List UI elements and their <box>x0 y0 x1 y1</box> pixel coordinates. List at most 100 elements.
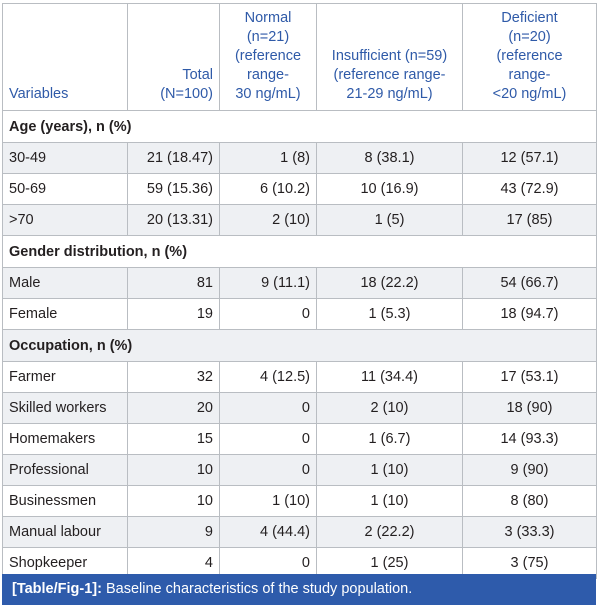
column-header-line: range- <box>247 67 289 83</box>
row-label-cell: Shopkeeper <box>2 547 128 579</box>
table-row: Male 81 9 (11.1) 18 (22.2) 54 (66.7) <box>2 267 597 299</box>
value-cell: 0 <box>219 454 317 486</box>
row-label-cell: Homemakers <box>2 423 128 455</box>
column-header-line: Variables <box>9 86 69 102</box>
value-cell: 3 (75) <box>462 547 597 579</box>
table-row: Farmer 32 4 (12.5) 11 (34.4) 17 (53.1) <box>2 361 597 393</box>
table-row: Female 19 0 1 (5.3) 18 (94.7) <box>2 298 597 330</box>
row-label-cell: Manual labour <box>2 516 128 548</box>
value-cell: 8 (80) <box>462 485 597 517</box>
value-cell: 9 (90) <box>462 454 597 486</box>
row-label-cell: Female <box>2 298 128 330</box>
value-cell: 4 <box>127 547 220 579</box>
column-header-line: <20 ng/mL) <box>492 86 567 102</box>
row-label-cell: Farmer <box>2 361 128 393</box>
value-cell: 2 (10) <box>316 392 463 424</box>
value-cell: 4 (12.5) <box>219 361 317 393</box>
row-label-cell: >70 <box>2 204 128 236</box>
value-cell: 2 (10) <box>219 204 317 236</box>
section-row: Gender distribution, n (%) <box>2 235 597 268</box>
column-header-line: Total <box>182 67 213 83</box>
value-cell: 20 <box>127 392 220 424</box>
value-cell: 19 <box>127 298 220 330</box>
value-cell: 32 <box>127 361 220 393</box>
value-cell: 11 (34.4) <box>316 361 463 393</box>
value-cell: 59 (15.36) <box>127 173 220 205</box>
value-cell: 3 (33.3) <box>462 516 597 548</box>
table-row: Shopkeeper 4 0 1 (25) 3 (75) <box>2 547 597 579</box>
section-label: Gender distribution, n (%) <box>2 235 597 268</box>
column-header-line: Deficient <box>501 10 558 26</box>
table-row: 30-49 21 (18.47) 1 (8) 8 (38.1) 12 (57.1) <box>2 142 597 174</box>
section-row: Occupation, n (%) <box>2 329 597 362</box>
column-header-line: (n=21) <box>246 29 290 45</box>
value-cell: 1 (10) <box>219 485 317 517</box>
table-header-row: Variables Total (N=100) Normal (n=21) (refe… <box>2 3 597 111</box>
column-header: Insufficient (n=59) (reference range- 21-2… <box>316 3 463 111</box>
value-cell: 18 (94.7) <box>462 298 597 330</box>
value-cell: 1 (8) <box>219 142 317 174</box>
row-label-cell: Skilled workers <box>2 392 128 424</box>
value-cell: 9 (11.1) <box>219 267 317 299</box>
value-cell: 0 <box>219 423 317 455</box>
value-cell: 1 (10) <box>316 485 463 517</box>
value-cell: 17 (53.1) <box>462 361 597 393</box>
value-cell: 0 <box>219 392 317 424</box>
column-header-line: 30 ng/mL) <box>235 86 301 102</box>
value-cell: 54 (66.7) <box>462 267 597 299</box>
value-cell: 4 (44.4) <box>219 516 317 548</box>
value-cell: 14 (93.3) <box>462 423 597 455</box>
value-cell: 2 (22.2) <box>316 516 463 548</box>
value-cell: 10 <box>127 454 220 486</box>
column-header-line: Insufficient (n=59) <box>331 48 448 64</box>
value-cell: 9 <box>127 516 220 548</box>
value-cell: 20 (13.31) <box>127 204 220 236</box>
value-cell: 1 (5) <box>316 204 463 236</box>
value-cell: 15 <box>127 423 220 455</box>
table-row: 50-69 59 (15.36) 6 (10.2) 10 (16.9) 43 (72.9… <box>2 173 597 205</box>
section-label: Occupation, n (%) <box>2 329 597 362</box>
value-cell: 8 (38.1) <box>316 142 463 174</box>
value-cell: 12 (57.1) <box>462 142 597 174</box>
value-cell: 18 (22.2) <box>316 267 463 299</box>
section-label: Age (years), n (%) <box>2 110 597 143</box>
table-body: Age (years), n (%) 30-49 21 (18.47) 1 (8) 8 … <box>2 110 597 579</box>
value-cell: 10 (16.9) <box>316 173 463 205</box>
value-cell: 21 (18.47) <box>127 142 220 174</box>
value-cell: 1 (6.7) <box>316 423 463 455</box>
column-header: Variables <box>2 3 128 111</box>
value-cell: 1 (10) <box>316 454 463 486</box>
value-cell: 1 (5.3) <box>316 298 463 330</box>
column-header: Normal (n=21) (reference range- 30 ng/mL) <box>219 3 317 111</box>
table-row: Professional 10 0 1 (10) 9 (90) <box>2 454 597 486</box>
value-cell: 18 (90) <box>462 392 597 424</box>
table-row: Skilled workers 20 0 2 (10) 18 (90) <box>2 392 597 424</box>
baseline-characteristics-table: Variables Total (N=100) Normal (n=21) (refe… <box>2 3 597 579</box>
value-cell: 6 (10.2) <box>219 173 317 205</box>
value-cell: 17 (85) <box>462 204 597 236</box>
row-label-cell: 50-69 <box>2 173 128 205</box>
column-header-line: (reference range- <box>333 67 446 83</box>
column-header: Total (N=100) <box>127 3 220 111</box>
table-row: Businessmen 10 1 (10) 1 (10) 8 (80) <box>2 485 597 517</box>
table-row: >70 20 (13.31) 2 (10) 1 (5) 17 (85) <box>2 204 597 236</box>
value-cell: 43 (72.9) <box>462 173 597 205</box>
table-row: Homemakers 15 0 1 (6.7) 14 (93.3) <box>2 423 597 455</box>
caption-label: [Table/Fig-1]: <box>12 581 102 597</box>
row-label-cell: Professional <box>2 454 128 486</box>
value-cell: 10 <box>127 485 220 517</box>
column-header-line: range- <box>508 67 551 83</box>
caption-text: Baseline characteristics of the study po… <box>105 581 413 597</box>
column-header-line: (N=100) <box>160 86 213 102</box>
column-header-line: (n=20) <box>508 29 551 45</box>
row-label-cell: 30-49 <box>2 142 128 174</box>
row-label-cell: Male <box>2 267 128 299</box>
value-cell: 0 <box>219 298 317 330</box>
row-label-cell: Businessmen <box>2 485 128 517</box>
table-caption: [Table/Fig-1]: Baseline characteristics … <box>2 574 596 605</box>
column-header: Deficient (n=20) (reference range- <20 ng/mL… <box>462 3 597 111</box>
column-header-line: 21-29 ng/mL) <box>346 86 433 102</box>
column-header-line: Normal <box>244 10 292 26</box>
value-cell: 81 <box>127 267 220 299</box>
column-header-line: (reference <box>234 48 302 64</box>
